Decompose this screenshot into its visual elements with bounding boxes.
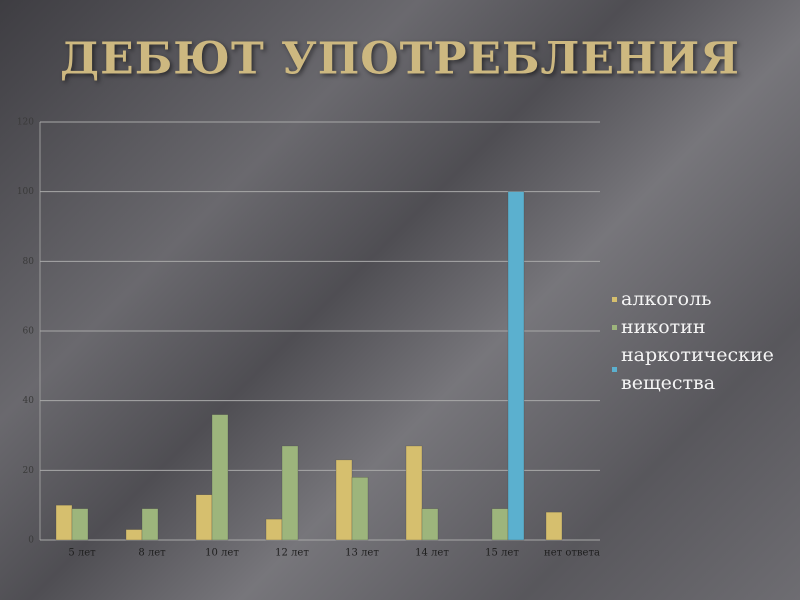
x-tick-label: 15 лет	[485, 548, 519, 559]
legend-swatch	[612, 324, 617, 330]
legend-swatch	[612, 366, 617, 372]
x-tick-label: 13 лет	[345, 548, 379, 559]
y-tick-label: 40	[23, 396, 35, 406]
x-tick-label: 5 лет	[68, 548, 96, 559]
y-tick-label: 60	[23, 327, 35, 337]
bar	[281, 445, 299, 541]
y-tick-label: 20	[23, 466, 35, 476]
legend: алкоголь никотин наркотические вещества	[612, 285, 797, 397]
legend-entry: алкоголь	[612, 285, 797, 313]
bar	[71, 508, 89, 541]
y-tick-label: 0	[28, 536, 34, 546]
x-tick-label: нет ответа	[544, 548, 600, 559]
bar	[211, 414, 229, 541]
x-tick-label: 8 лет	[138, 548, 166, 559]
legend-swatch	[612, 296, 617, 302]
legend-entry: никотин	[612, 313, 797, 341]
y-tick-label: 120	[17, 118, 34, 128]
bar	[55, 504, 73, 541]
bar	[265, 518, 283, 541]
bar	[125, 529, 143, 541]
bar	[195, 494, 213, 541]
legend-label: никотин	[621, 316, 706, 338]
legend-entry: наркотические вещества	[612, 341, 797, 397]
chart-title: ДЕБЮТ УПОТРЕБЛЕНИЯ	[60, 34, 740, 85]
legend-label: наркотические вещества	[621, 344, 774, 394]
bar	[507, 191, 525, 541]
y-tick-label: 80	[23, 257, 35, 267]
bar	[351, 477, 369, 541]
bar	[545, 511, 563, 541]
legend-label: алкоголь	[621, 288, 712, 310]
bar	[405, 445, 423, 541]
x-tick-label: 14 лет	[415, 548, 449, 559]
x-tick-label: 10 лет	[205, 548, 239, 559]
bar	[491, 508, 509, 541]
bar	[335, 459, 353, 541]
bar	[421, 508, 439, 541]
x-tick-label: 12 лет	[275, 548, 309, 559]
y-tick-label: 100	[17, 187, 34, 197]
bar	[141, 508, 159, 541]
